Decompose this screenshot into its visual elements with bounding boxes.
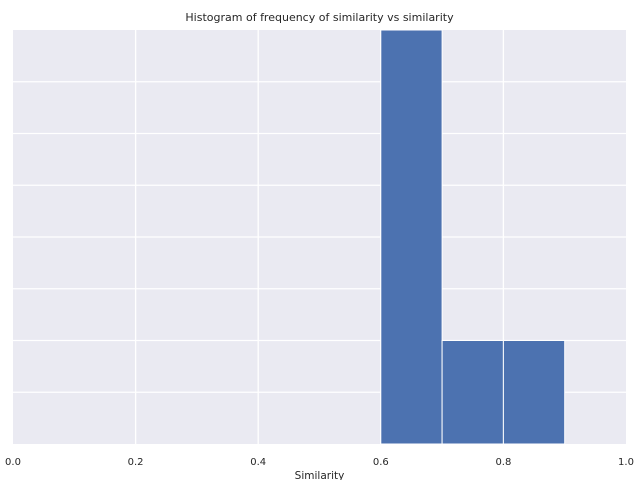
x-axis-label: Similarity bbox=[295, 470, 345, 480]
histogram-bar bbox=[502, 340, 566, 445]
x-tick-label: 0.8 bbox=[495, 457, 511, 468]
histogram-bar bbox=[380, 29, 443, 445]
histogram-bar bbox=[441, 340, 504, 445]
x-tick-label: 0.6 bbox=[373, 457, 389, 468]
chart-title: Histogram of frequency of similarity vs … bbox=[185, 11, 454, 24]
x-tick-label: 0.2 bbox=[128, 457, 144, 468]
x-tick-label: 0.4 bbox=[250, 457, 266, 468]
x-tick-labels: 0.0 0.2 0.4 0.6 0.8 1.0 bbox=[5, 457, 634, 468]
x-tick-label: 0.0 bbox=[5, 457, 21, 468]
bars bbox=[380, 29, 566, 445]
x-tick-label: 1.0 bbox=[618, 457, 634, 468]
